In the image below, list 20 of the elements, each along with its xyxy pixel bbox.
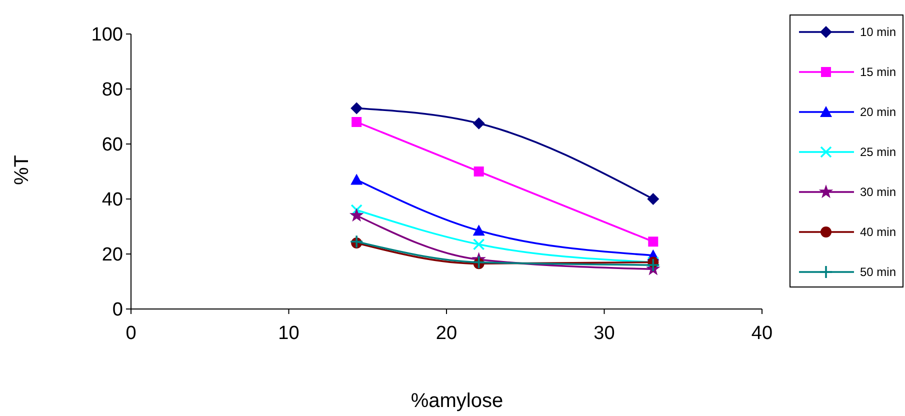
legend-label: 40 min [860,225,896,240]
x-tick-label: 0 [126,323,136,344]
legend-label: 25 min [860,145,896,160]
x-tick-label: 40 [751,323,773,344]
legend-label: 15 min [860,65,896,80]
y-tick-label: 100 [91,24,123,46]
y-axis-title: %T [11,155,33,185]
legend-label: 20 min [860,105,896,120]
y-tick-label: 40 [102,190,123,211]
y-tick-label: 80 [102,80,123,101]
legend-label: 30 min [860,185,896,200]
x-tick-label: 30 [594,323,615,344]
x-tick-label: 10 [278,323,300,344]
x-tick-label: 20 [436,323,458,344]
y-tick-label: 0 [112,300,123,321]
legend-label: 50 min [860,265,896,280]
y-tick-label: 20 [102,244,123,266]
x-axis-title: %amylose [410,390,504,412]
legend-label: 10 min [860,25,896,40]
y-tick-label: 60 [102,134,123,156]
